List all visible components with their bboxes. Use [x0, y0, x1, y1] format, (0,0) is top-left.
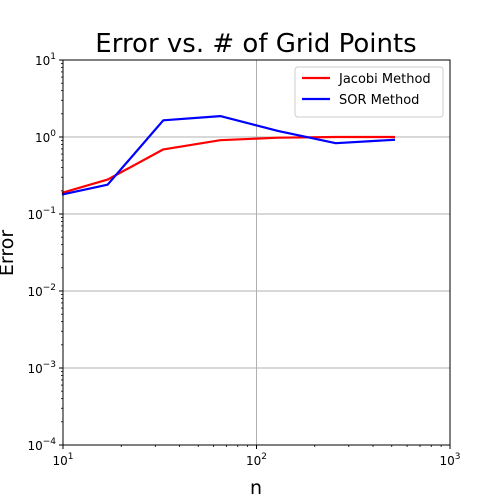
y-tick-label: 10−1	[27, 206, 56, 222]
major-ticks	[59, 59, 451, 449]
chart-title: Error vs. # of Grid Points	[95, 29, 416, 59]
series-line-jacobi	[61, 135, 395, 194]
minor-ticks	[61, 63, 442, 447]
legend-label-jacobi: Jacobi Method	[338, 72, 431, 87]
plot-frame	[62, 59, 451, 446]
x-tick-label: 102	[246, 452, 267, 468]
y-tick-label: 101	[35, 52, 56, 68]
x-axis-label: n	[250, 477, 262, 499]
y-tick-label: 10−3	[27, 360, 56, 376]
y-tick-label: 10−2	[27, 283, 56, 299]
tick-labels: 101 102 103 101 100 10−1 10−2 10−3 10−4	[27, 52, 460, 468]
grid-lines	[62, 59, 451, 446]
x-tick-label: 101	[52, 452, 73, 468]
legend: Jacobi Method SOR Method	[294, 66, 444, 118]
series-lines	[61, 114, 396, 196]
legend-box	[294, 66, 444, 118]
legend-label-sor: SOR Method	[339, 93, 419, 108]
y-tick-label: 100	[35, 129, 56, 145]
series-line-sor	[61, 114, 396, 196]
x-tick-label: 103	[439, 452, 460, 468]
y-axis-label: Error	[0, 230, 18, 277]
y-tick-label: 10−4	[27, 437, 56, 453]
